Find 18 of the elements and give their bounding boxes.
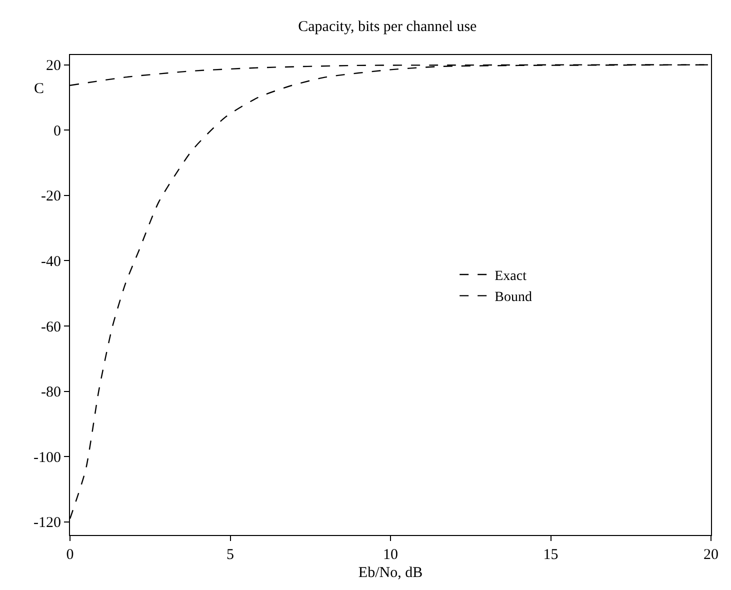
y-tick-label: -120 [34,515,61,532]
legend-label: Exact [494,268,527,284]
y-tick-label: -80 [41,384,61,401]
x-tick-label: 15 [543,547,558,563]
y-axis-title: C [34,81,44,97]
x-axis-title: Eb/No, dB [358,565,423,581]
y-tick-label: -40 [41,254,61,270]
y-tick-label: -60 [41,319,61,336]
chart-title: Capacity, bits per channel use [298,19,478,36]
y-tick-label: 0 [54,123,61,140]
x-tick-label: 5 [226,547,234,563]
y-tick-label: -100 [34,450,61,466]
x-tick-label: 0 [66,547,74,563]
legend-label: Bound [494,290,532,306]
x-tick-label: 20 [704,547,718,563]
y-tick-label: -20 [41,188,61,205]
x-tick-label: 10 [383,547,398,563]
y-tick-label: 20 [46,58,61,74]
